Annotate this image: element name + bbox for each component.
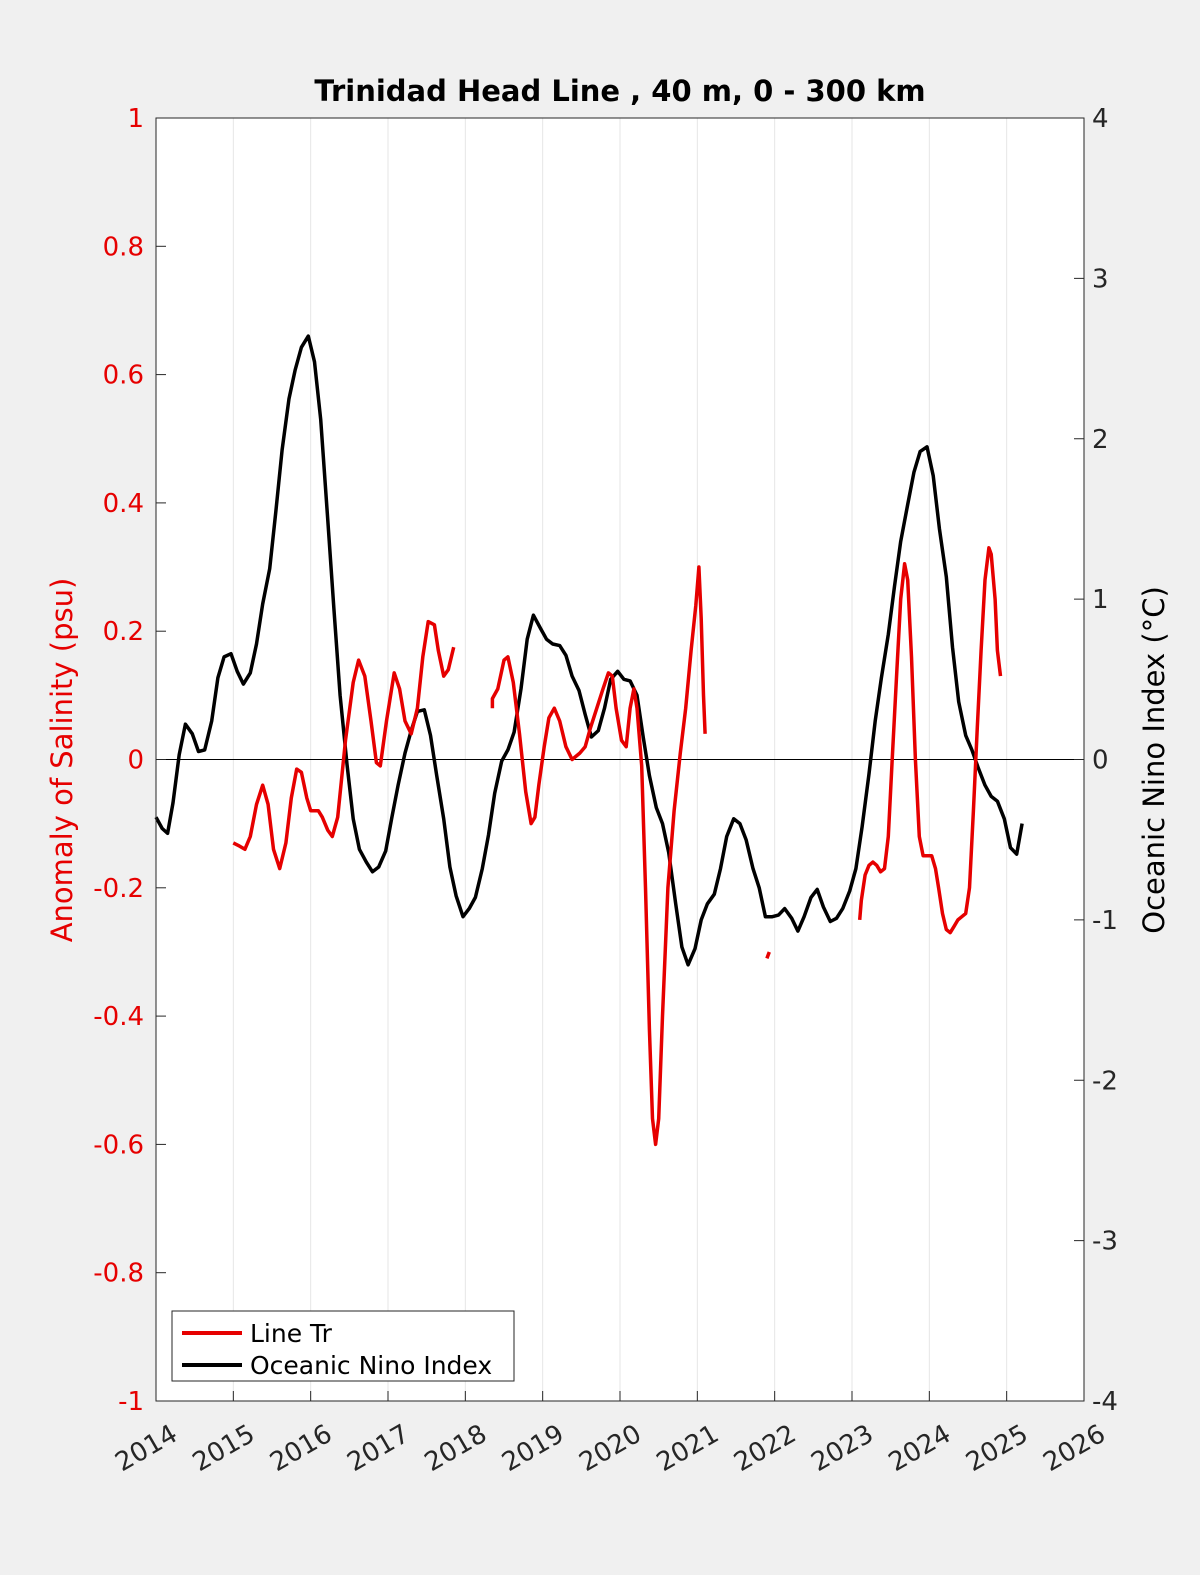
legend: Line Tr Oceanic Nino Index xyxy=(171,1310,515,1382)
left-tick-label: 0 xyxy=(127,746,144,776)
left-tick-label: 0.4 xyxy=(103,489,144,519)
right-y-axis: -4 -3 -2 -1 0 1 2 3 4 xyxy=(1074,104,1118,1417)
series-line-line-tr-segment-4 xyxy=(857,546,1003,935)
left-tick-label: 0.2 xyxy=(103,617,144,647)
left-y-axis: -1 -0.8 -0.6 -0.4 -0.2 0 0.2 0.4 0.6 0.8 1 xyxy=(93,104,166,1417)
right-tick-label: -3 xyxy=(1092,1227,1118,1257)
right-tick-label: -2 xyxy=(1092,1066,1118,1096)
right-tick-label: 2 xyxy=(1092,425,1109,455)
left-tick-label: -1 xyxy=(118,1387,144,1417)
right-tick-label: 0 xyxy=(1092,746,1109,776)
right-tick-label: 1 xyxy=(1092,585,1109,615)
left-tick-label: -0.2 xyxy=(93,874,144,904)
series-line-oceanic-nino-index-segment-1 xyxy=(154,334,1024,967)
chart-title: Trinidad Head Line , 40 m, 0 - 300 km xyxy=(314,74,925,108)
right-tick-label: -1 xyxy=(1092,906,1118,936)
legend-label-oni: Oceanic Nino Index xyxy=(250,1351,492,1380)
right-tick-label: 3 xyxy=(1092,264,1109,294)
right-axis-label: Oceanic Nino Index (°C) xyxy=(1137,586,1171,934)
legend-label-line-tr: Line Tr xyxy=(250,1319,333,1348)
left-tick-label: -0.6 xyxy=(93,1130,144,1160)
series-line-line-tr-segment-3 xyxy=(765,951,771,960)
legend-box xyxy=(171,1310,515,1382)
left-tick-label: -0.8 xyxy=(93,1259,144,1289)
right-tick-label: -4 xyxy=(1092,1387,1118,1417)
left-tick-label: 0.6 xyxy=(103,361,144,391)
series-line-line-tr-segment-1 xyxy=(232,619,456,871)
left-axis-label: Anomaly of Salinity (psu) xyxy=(45,578,79,943)
right-tick-label: 4 xyxy=(1092,104,1109,134)
series-line-line-tr-segment-2 xyxy=(490,565,707,1147)
left-tick-label: 1 xyxy=(127,104,144,134)
left-tick-label: 0.8 xyxy=(103,232,144,262)
series-layer xyxy=(154,334,1024,1147)
left-tick-label: -0.4 xyxy=(93,1002,144,1032)
